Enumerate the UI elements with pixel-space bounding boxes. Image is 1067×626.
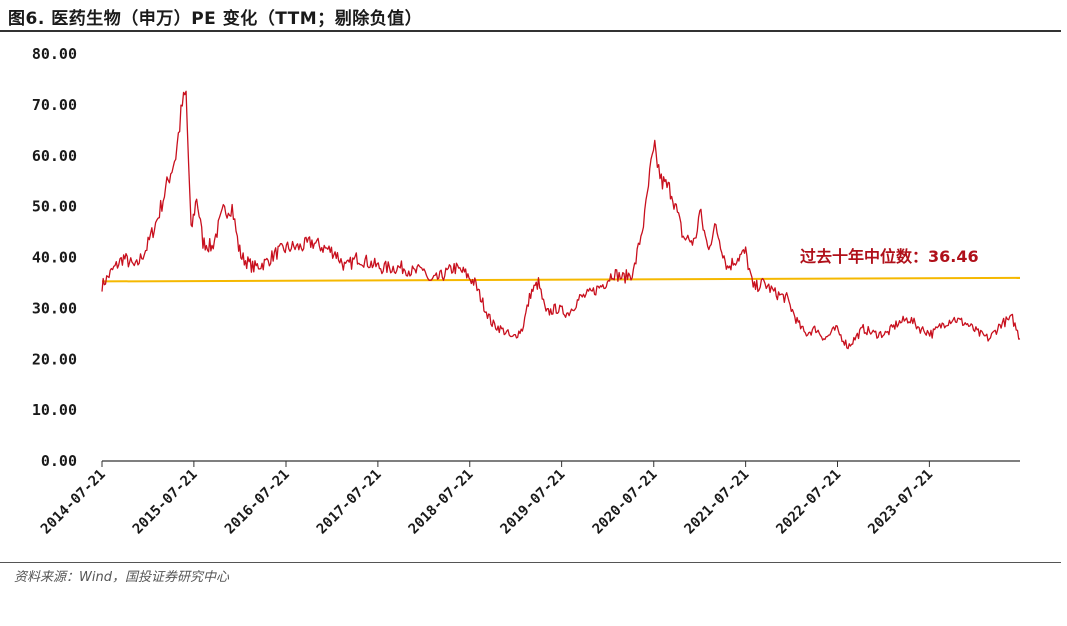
y-tick-label: 70.00	[32, 96, 77, 114]
median-annotation: 过去十年中位数：36.46	[800, 247, 979, 266]
x-tick-label: 2018-07-21	[406, 467, 477, 538]
y-tick-label: 20.00	[32, 350, 77, 368]
x-tick-label: 2016-07-21	[222, 467, 293, 538]
y-tick-label: 40.00	[32, 249, 77, 267]
x-tick-label: 2020-07-21	[590, 467, 661, 538]
y-axis-ticks: 0.00 10.00 20.00 30.00 40.00 50.00 60.00 70.00 8…	[32, 45, 77, 470]
x-tick-label: 2023-07-21	[865, 467, 936, 538]
y-tick-label: 10.00	[32, 401, 77, 419]
pe-series-line	[101, 90, 1021, 350]
y-tick-label: 80.00	[32, 45, 77, 63]
median-line	[101, 276, 1021, 283]
x-tick-label: 2019-07-21	[498, 467, 569, 538]
x-tick-label: 2017-07-21	[314, 467, 385, 538]
source-note: 资料来源：Wind，国投证券研究中心	[14, 570, 229, 585]
footer-divider	[0, 562, 1061, 563]
x-tick-label: 2014-07-21	[38, 467, 109, 538]
chart-title: 图6. 医药生物（申万）PE 变化（TTM；剔除负值）	[8, 9, 423, 29]
title-divider	[0, 30, 1061, 32]
y-tick-label: 50.00	[32, 198, 77, 216]
y-tick-label: 0.00	[41, 452, 77, 470]
x-tick-label: 2021-07-21	[682, 467, 753, 538]
x-tick-label: 2022-07-21	[773, 467, 844, 538]
y-tick-label: 30.00	[32, 299, 77, 317]
x-tick-label: 2015-07-21	[130, 467, 201, 538]
pe-line-chart: 0.00 10.00 20.00 30.00 40.00 50.00 60.00 70.00 8…	[32, 45, 1021, 537]
x-axis-ticks: 2014-07-21 2015-07-21 2016-07-21 2017-07-21…	[38, 461, 936, 537]
y-tick-label: 60.00	[32, 147, 77, 165]
